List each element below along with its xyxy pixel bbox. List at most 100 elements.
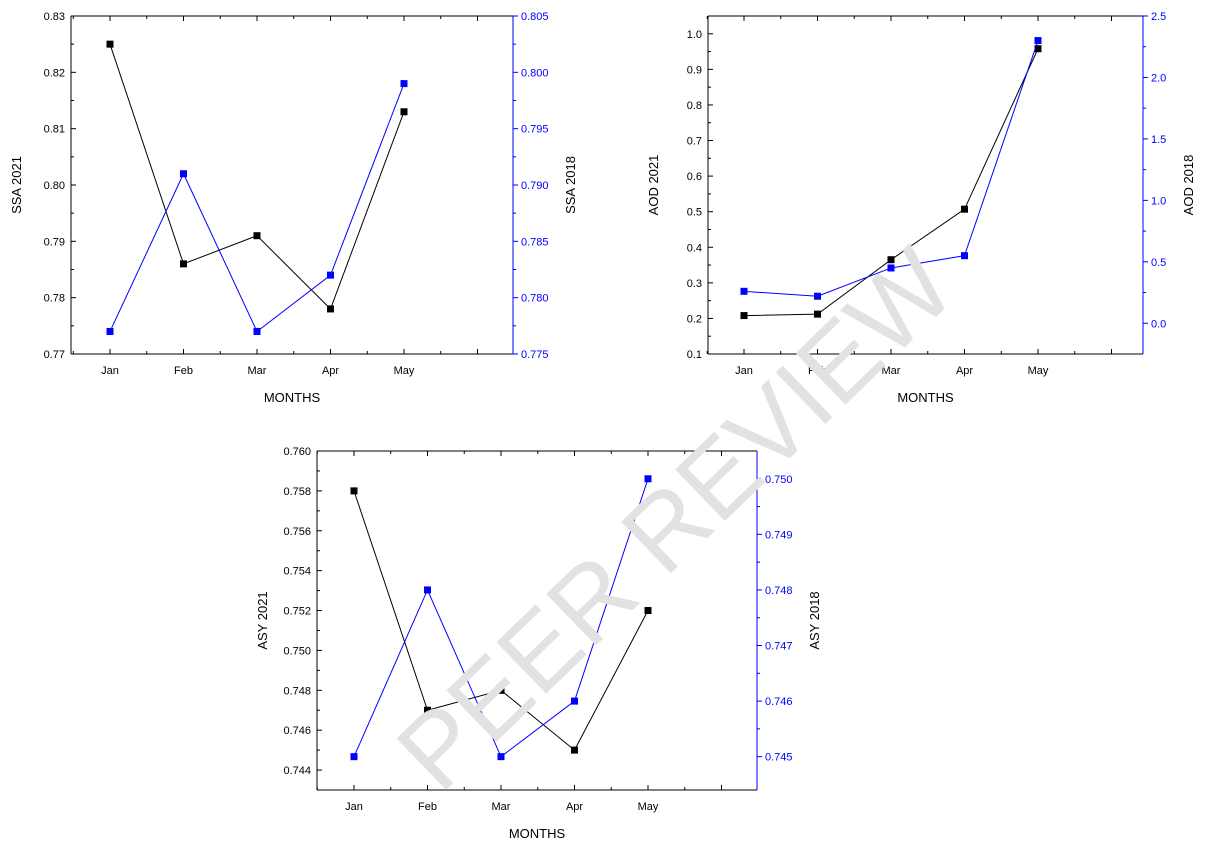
chart-2: Jan Feb Mar Apr May 0.1 0.2 0.3 0.4 0.5 0.6 0.7 0.8 0… — [646, 11, 1196, 405]
x-axis-title: MONTHS — [264, 390, 321, 405]
data-point-2021 — [253, 232, 261, 240]
x-tick-label: Jan — [735, 365, 753, 377]
data-point-2018 — [327, 271, 334, 279]
data-point-2018 — [571, 697, 578, 705]
x-tick-label: May — [638, 801, 659, 813]
data-point-2018 — [740, 287, 748, 295]
y-tick-label: 1.0 — [687, 29, 702, 41]
data-point-2021 — [497, 686, 505, 694]
data-point-2018 — [497, 753, 505, 761]
data-point-2018 — [180, 170, 187, 178]
y-tick-label: 0.81 — [44, 124, 65, 136]
x-tick-label: Apr — [566, 801, 583, 813]
y-tick-label: 0.744 — [283, 765, 311, 777]
y-tick-label: 0.750 — [283, 645, 311, 657]
y-tick-label: 0.756 — [283, 526, 311, 538]
x-tick-label: Feb — [418, 801, 437, 813]
y-tick-label: 0.752 — [283, 606, 311, 618]
y-tick-label: 0.758 — [283, 486, 311, 498]
y2-tick-label: 0.5 — [1151, 257, 1166, 269]
data-point-2018 — [350, 753, 358, 761]
x-tick-label: May — [1028, 365, 1049, 377]
y2-tick-label: 0.749 — [765, 529, 793, 541]
y-axis-title: AOD 2021 — [646, 155, 661, 216]
data-point-2018 — [887, 264, 895, 272]
y2-tick-label: 0.785 — [521, 236, 549, 248]
y-tick-label: 0.4 — [687, 242, 702, 254]
y-tick-label: 0.5 — [687, 207, 702, 219]
data-point-2021 — [740, 312, 748, 320]
y2-tick-label: 2.5 — [1151, 11, 1166, 23]
data-point-2018 — [1034, 37, 1042, 45]
data-point-2021 — [571, 746, 578, 754]
x-tick-label: Feb — [174, 365, 193, 377]
data-point-2018 — [814, 292, 821, 300]
data-point-2021 — [350, 487, 358, 495]
y2-axis-title: AOD 2018 — [1181, 155, 1196, 216]
y-tick-label: 0.760 — [283, 446, 311, 458]
x-tick-label: May — [394, 365, 415, 377]
y-axis-title: SSA 2021 — [9, 156, 24, 214]
x-tick-label: Jan — [101, 365, 119, 377]
y-tick-label: 0.6 — [687, 171, 702, 183]
y2-tick-label: 0.745 — [765, 752, 793, 764]
y-tick-label: 0.83 — [44, 11, 65, 23]
x-tick-label: Apr — [322, 365, 339, 377]
x-tick-label: Apr — [956, 365, 973, 377]
y-tick-label: 0.80 — [44, 180, 65, 192]
data-point-2021 — [400, 108, 408, 116]
x-tick-label: Mar — [248, 365, 267, 377]
y-axis-title: ASY 2021 — [255, 591, 270, 649]
y-tick-label: 0.1 — [687, 349, 702, 361]
data-point-2021 — [887, 256, 895, 264]
y2-tick-label: 0.747 — [765, 641, 793, 653]
data-point-2021 — [644, 607, 652, 615]
chart-1: Jan Feb Mar Apr May 0.77 0.78 0.79 0.80 0.81 0.82 0… — [9, 11, 578, 405]
x-tick-label: Feb — [808, 365, 827, 377]
data-point-2018 — [400, 80, 408, 88]
y2-tick-label: 2.0 — [1151, 72, 1166, 84]
y2-tick-label: 0.748 — [765, 585, 793, 597]
y-tick-label: 0.746 — [283, 725, 311, 737]
y2-tick-label: 0.805 — [521, 11, 549, 23]
y-tick-label: 0.78 — [44, 293, 65, 305]
x-axis-title: MONTHS — [509, 826, 566, 841]
data-point-2018 — [424, 586, 431, 594]
data-point-2018 — [253, 327, 261, 335]
y2-tick-label: 0.0 — [1151, 318, 1166, 330]
x-tick-label: Jan — [345, 801, 363, 813]
y2-axis-title: ASY 2018 — [807, 591, 822, 649]
data-point-2018 — [961, 252, 968, 260]
watermark-text: PEER REVIEW — [376, 227, 976, 812]
y-tick-label: 0.82 — [44, 67, 65, 79]
y-tick-label: 0.7 — [687, 136, 702, 148]
y2-tick-label: 0.790 — [521, 180, 549, 192]
y2-tick-label: 0.795 — [521, 124, 549, 136]
chart-3: Jan Feb Mar Apr May 0.744 0.746 0.748 0.750 0.752… — [255, 446, 822, 841]
y2-tick-label: 1.5 — [1151, 134, 1166, 146]
data-point-2021 — [1034, 45, 1042, 53]
y-tick-label: 0.8 — [687, 100, 702, 112]
data-point-2018 — [644, 475, 652, 483]
x-tick-label: Mar — [882, 365, 901, 377]
y-tick-label: 0.77 — [44, 349, 65, 361]
y2-tick-label: 0.775 — [521, 349, 549, 361]
series-line-2021 — [109, 44, 405, 310]
data-point-2018 — [106, 327, 114, 335]
data-point-2021 — [327, 305, 334, 313]
y2-tick-label: 0.750 — [765, 474, 793, 486]
x-axis-title: MONTHS — [897, 390, 954, 405]
y2-tick-label: 0.780 — [521, 293, 549, 305]
data-point-2021 — [424, 706, 431, 714]
series-line-2018 — [109, 83, 405, 333]
y-tick-label: 0.9 — [687, 64, 702, 76]
y-tick-label: 0.3 — [687, 278, 702, 290]
data-point-2021 — [961, 205, 968, 213]
y2-tick-label: 1.0 — [1151, 195, 1166, 207]
y-tick-label: 0.748 — [283, 685, 311, 697]
y2-axis-title: SSA 2018 — [563, 156, 578, 214]
data-point-2021 — [106, 40, 114, 48]
data-point-2021 — [814, 310, 821, 318]
y-tick-label: 0.754 — [283, 566, 311, 578]
